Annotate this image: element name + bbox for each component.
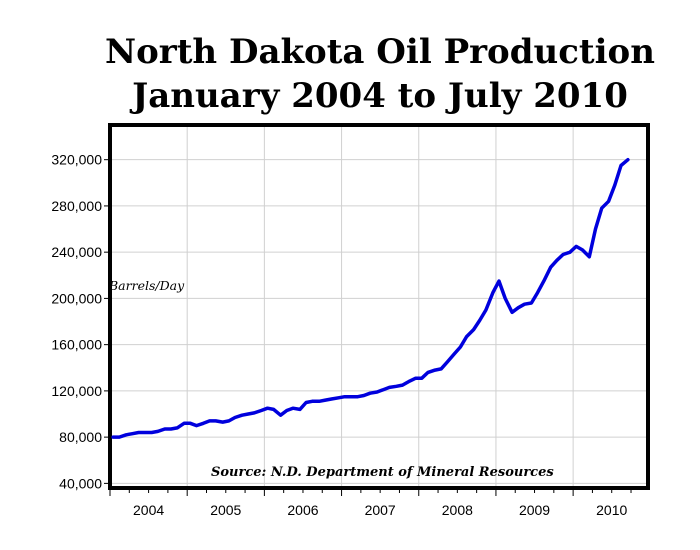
- x-tick-label: 2007: [365, 502, 396, 518]
- y-tick-label: 200,000: [51, 290, 102, 306]
- y-tick-label: 80,000: [59, 429, 102, 445]
- chart-title-line-2: January 2004 to July 2010: [132, 76, 628, 116]
- y-tick-label: 160,000: [51, 337, 102, 353]
- chart-title: North Dakota Oil Production January 2004…: [0, 30, 700, 118]
- x-tick-label: 2008: [442, 502, 473, 518]
- grid-lines: [110, 125, 648, 488]
- x-axis: 2004 2005 2006 2007 2008 2009 2010: [109, 488, 632, 518]
- x-tick-label: 2004: [133, 502, 164, 518]
- y-tick-label: 240,000: [51, 244, 102, 260]
- y-tick-label: 320,000: [51, 152, 102, 168]
- y-axis: 40,000 80,000 120,000 160,000 200,000 240,000…: [51, 152, 110, 491]
- x-tick-label: 2010: [596, 502, 627, 518]
- series-line: [111, 157, 630, 439]
- y-tick-label: 120,000: [51, 383, 102, 399]
- x-tick-label: 2005: [210, 502, 241, 518]
- source-note: Source: N.D. Department of Mineral Resou…: [211, 465, 554, 480]
- series-group: [111, 157, 630, 439]
- x-tick-label: 2009: [519, 502, 550, 518]
- y-axis-label: Barrels/Day: [108, 278, 185, 293]
- chart-title-line-1: North Dakota Oil Production: [105, 32, 655, 72]
- y-tick-label: 40,000: [59, 475, 102, 491]
- x-tick-label: 2006: [287, 502, 318, 518]
- y-tick-label: 280,000: [51, 198, 102, 214]
- plot-frame: [108, 123, 650, 490]
